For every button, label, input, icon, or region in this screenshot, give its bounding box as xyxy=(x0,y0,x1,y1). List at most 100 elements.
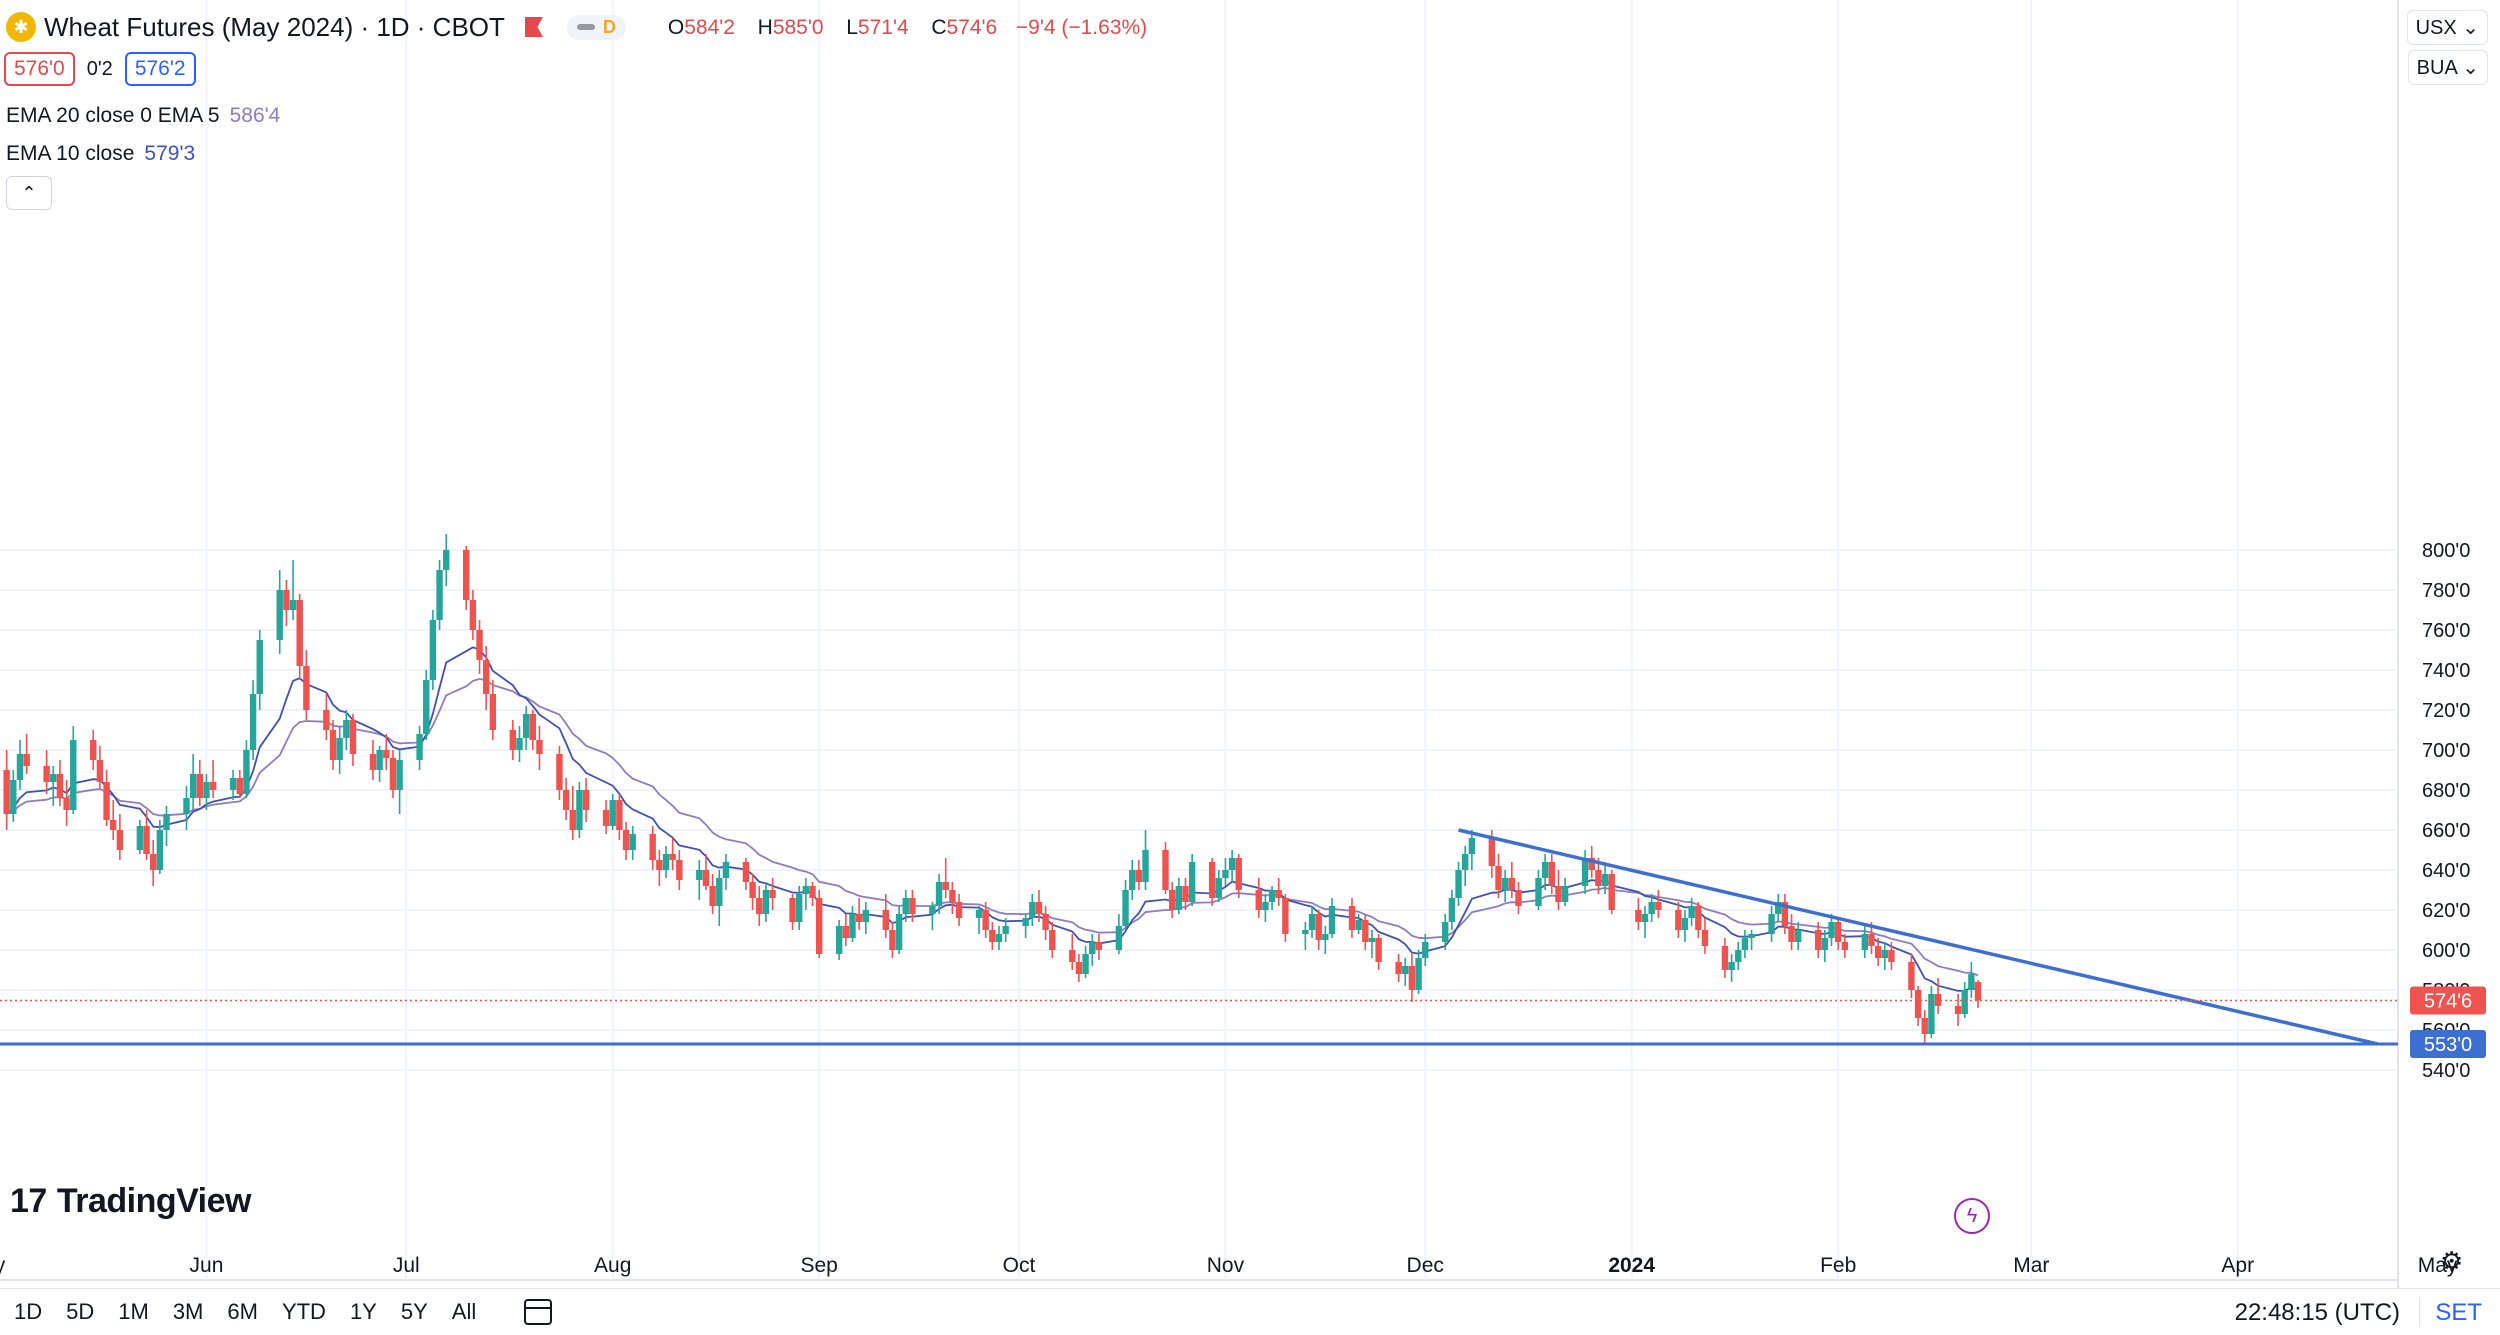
range-1y[interactable]: 1Y xyxy=(349,1299,377,1324)
candle-body xyxy=(1115,926,1123,950)
indicator-ema10[interactable]: EMA 10 close 579'3 xyxy=(6,142,195,166)
candle xyxy=(1222,858,1229,886)
candle xyxy=(1874,938,1882,966)
candle-body xyxy=(569,810,576,830)
candle-body xyxy=(1695,906,1702,930)
candle-body xyxy=(56,774,64,798)
candle-body xyxy=(616,800,623,830)
gear-icon[interactable]: ⚙ xyxy=(2440,1246,2464,1276)
price-scale[interactable]: 540'0560'0580'0600'0620'0640'0660'0680'0… xyxy=(2410,540,2486,1082)
candle xyxy=(489,680,497,740)
tradingview-logo: 17 TradingView xyxy=(10,1182,251,1221)
collapse-legend-button[interactable]: ⌃ xyxy=(6,176,52,210)
price-tick: 620'0 xyxy=(2422,900,2470,922)
candle-body xyxy=(1075,962,1083,974)
candle xyxy=(476,620,483,674)
candle xyxy=(1641,906,1649,938)
time-tick: Oct xyxy=(1003,1254,1036,1277)
candle xyxy=(522,706,530,750)
candle xyxy=(882,894,889,938)
calendar-icon[interactable] xyxy=(524,1299,553,1325)
range-ytd[interactable]: YTD xyxy=(281,1299,326,1324)
market-status-pill[interactable]: D xyxy=(566,14,626,40)
candle xyxy=(1581,850,1589,894)
unit-select[interactable]: BUA ⌄ xyxy=(2407,50,2488,85)
candle-body xyxy=(103,782,110,820)
candle xyxy=(1695,902,1702,938)
currency-select[interactable]: USX ⌄ xyxy=(2406,10,2488,45)
range-1d[interactable]: 1D xyxy=(14,1299,43,1324)
candle xyxy=(1368,930,1376,958)
candle xyxy=(1262,894,1269,922)
indicator-ema20[interactable]: EMA 20 close 0 EMA 5 586'4 xyxy=(6,104,280,128)
candle xyxy=(702,854,710,890)
range-5d[interactable]: 5D xyxy=(66,1299,95,1324)
grid-lines xyxy=(0,0,2399,1288)
candle xyxy=(815,890,823,958)
divider xyxy=(2419,1297,2420,1327)
candle-body xyxy=(1222,870,1229,878)
candle xyxy=(1029,894,1036,926)
ohlc-low: 571'4 xyxy=(857,16,909,39)
candle-body xyxy=(1828,922,1835,938)
candle xyxy=(1508,862,1516,898)
range-6m[interactable]: 6M xyxy=(227,1299,258,1324)
candle xyxy=(1954,994,1962,1026)
candle-body xyxy=(1888,950,1895,962)
time-axis[interactable]: y Jun Jul Aug Sep Oct Nov Dec 2024 Feb Mar Apr May xyxy=(0,1254,2458,1277)
candle xyxy=(416,726,423,770)
candle xyxy=(889,922,896,958)
candle-body xyxy=(1821,938,1829,950)
price-tick: 720'0 xyxy=(2422,700,2470,722)
symbol-title[interactable]: Wheat Futures (May 2024) · 1D · CBOT xyxy=(44,11,505,42)
candle xyxy=(343,710,350,750)
candle-body xyxy=(656,860,663,870)
candle xyxy=(536,726,543,770)
candle-body xyxy=(1215,878,1222,898)
candle-body xyxy=(1422,942,1429,958)
trendline[interactable] xyxy=(1458,828,2379,1046)
candle-body xyxy=(1049,930,1056,950)
candle-body xyxy=(10,780,17,814)
ohlc-change: −9'4 (−1.63%) xyxy=(1015,16,1148,39)
candle xyxy=(163,806,170,846)
candle xyxy=(716,870,723,926)
candle xyxy=(1795,922,1802,950)
candle-body xyxy=(749,882,756,898)
range-all[interactable]: All xyxy=(451,1299,477,1324)
candle xyxy=(10,770,17,822)
candle-body xyxy=(622,830,630,850)
time-tick: Sep xyxy=(800,1254,837,1277)
range-3m[interactable]: 3M xyxy=(172,1299,204,1324)
ask-price[interactable]: 576'2 xyxy=(124,52,196,86)
candle-body xyxy=(1961,990,1968,1014)
candle xyxy=(1275,878,1282,906)
range-1m[interactable]: 1M xyxy=(118,1299,149,1324)
candle-body xyxy=(1934,994,1942,1006)
flag-icon[interactable] xyxy=(524,17,543,37)
candle-body xyxy=(1974,982,1982,1000)
candle xyxy=(156,820,164,874)
bid-price[interactable]: 576'0 xyxy=(4,52,75,86)
candle xyxy=(676,850,683,890)
candle xyxy=(303,650,310,720)
candle xyxy=(1022,914,1029,938)
candle-body xyxy=(283,590,290,610)
range-5y[interactable]: 5Y xyxy=(400,1299,428,1324)
time-tick: May xyxy=(2418,1254,2458,1277)
candle-body xyxy=(756,898,763,914)
candle xyxy=(602,800,610,834)
candle xyxy=(1541,854,1549,890)
candle xyxy=(1462,846,1469,886)
candle xyxy=(256,630,263,710)
candle-body xyxy=(629,834,636,850)
candle xyxy=(1002,918,1009,942)
lightning-icon[interactable]: ϟ xyxy=(1954,1198,1990,1234)
candle xyxy=(383,734,390,770)
candle xyxy=(1821,930,1829,962)
session-set[interactable]: SET xyxy=(2435,1299,2482,1326)
candle-body xyxy=(209,782,217,790)
candle-body xyxy=(1002,926,1009,934)
candle xyxy=(1928,986,1935,1038)
